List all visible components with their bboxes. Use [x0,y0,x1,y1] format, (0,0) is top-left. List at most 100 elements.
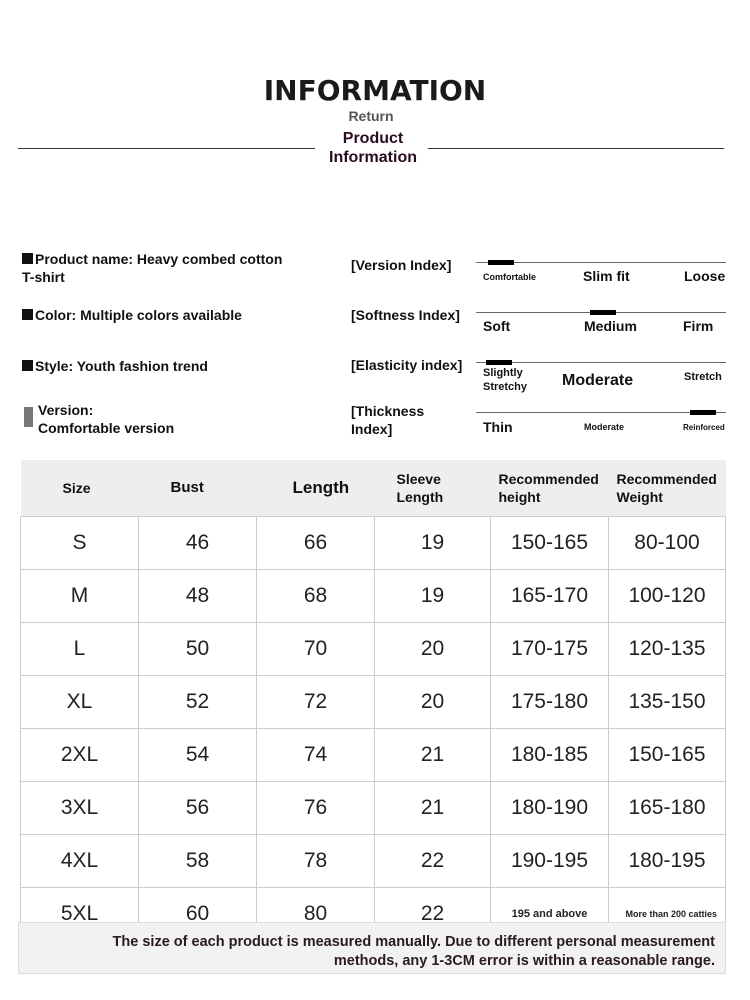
table-cell: 135-150 [608,675,726,729]
scale-label: Soft [483,318,511,334]
table-cell: L [20,622,139,676]
info-text: Style: Youth fashion trend [35,358,208,374]
table-cell: 48 [138,569,257,623]
table-cell: 100-120 [608,569,726,623]
index-name: [Thickness [351,403,425,419]
softness-index-scale [476,310,726,315]
table-cell: 2XL [20,728,139,782]
header-bust: Bust [138,460,257,517]
table-cell: 150-165 [490,516,609,570]
table-row: L 50 70 20 170-175 120-135 [20,622,726,676]
divider-left [18,148,315,149]
info-text: Product name: Heavy combed cotton [35,251,283,267]
scale-label: Stretch [684,371,722,383]
scale-label: Medium [584,318,637,334]
table-cell: 56 [138,781,257,835]
table-cell: 180-195 [608,834,726,888]
table-cell: 21 [374,781,491,835]
table-cell: 120-135 [608,622,726,676]
table-cell: 50 [138,622,257,676]
version-index-label: [Version Index] [351,257,452,273]
table-row: 3XL 56 76 21 180-190 165-180 [20,781,726,835]
table-cell: 190-195 [490,834,609,888]
table-cell: 19 [374,569,491,623]
header-sleeve: Sleeve Length [374,460,491,517]
table-cell: 170-175 [490,622,609,676]
table-cell: 165-180 [608,781,726,835]
table-cell: 58 [138,834,257,888]
info-style: Style: Youth fashion trend [22,357,208,375]
info-text: Comfortable version [38,420,175,436]
table-cell: 46 [138,516,257,570]
square-bullet-icon [22,360,33,371]
table-row: M 48 68 19 165-170 100-120 [20,569,726,623]
table-cell: 180-190 [490,781,609,835]
scale-label: Slim fit [583,268,630,284]
table-cell: S [20,516,139,570]
version-index-scale [476,260,726,265]
table-cell: 72 [256,675,375,729]
table-cell: 20 [374,675,491,729]
table-cell: 175-180 [490,675,609,729]
table-cell: 70 [256,622,375,676]
table-cell: 22 [374,834,491,888]
size-table: Size Bust Length Sleeve Length Recommend… [20,460,726,941]
table-row: 4XL 58 78 22 190-195 180-195 [20,834,726,888]
divider-right [428,148,724,149]
table-header-row: Size Bust Length Sleeve Length Recommend… [20,460,726,517]
info-text: Color: Multiple colors available [35,307,242,323]
measurement-note: The size of each product is measured man… [18,922,726,974]
square-bullet-icon [22,253,33,264]
info-product-name: Product name: Heavy combed cotton T-shirt [22,250,282,286]
scale-marker [488,260,514,265]
thickness-index-label: [Thickness Index] [351,402,424,438]
scale-label: Comfortable [483,272,537,282]
scale-marker [590,310,616,315]
bar-bullet-icon [24,407,33,427]
scale-label: Moderate [584,422,625,432]
index-name: Index] [351,421,393,437]
table-cell: XL [20,675,139,729]
info-text: Version: [38,402,94,418]
info-color: Color: Multiple colors available [22,306,242,324]
info-version: Version: Comfortable version [38,401,174,437]
header-height: Recommended height [490,460,609,517]
table-cell: 78 [256,834,375,888]
return-link[interactable]: Return [348,108,394,124]
table-cell: 20 [374,622,491,676]
scale-label: Reinforced [683,423,725,432]
elasticity-index-scale [476,360,726,365]
table-cell: 150-165 [608,728,726,782]
section-title-line1: Product [342,130,404,147]
section-title-line2: Information [329,149,417,166]
table-cell: 19 [374,516,491,570]
scale-label: Slightly Stretchy [483,367,528,393]
elasticity-index-label: [Elasticity index] [351,357,463,373]
scale-label: Thin [483,419,513,435]
header-size: Size [20,460,139,517]
table-cell: M [20,569,139,623]
scale-marker [690,410,716,415]
table-cell: 180-185 [490,728,609,782]
scale-marker [486,360,512,365]
table-row: 2XL 54 74 21 180-185 150-165 [20,728,726,782]
table-cell: 21 [374,728,491,782]
table-cell: 76 [256,781,375,835]
table-cell: 54 [138,728,257,782]
table-row: XL 52 72 20 175-180 135-150 [20,675,726,729]
note-line: The size of each product is measured man… [112,934,715,950]
table-cell: 4XL [20,834,139,888]
softness-index-label: [Softness Index] [351,307,460,323]
header-length: Length [256,460,375,517]
table-cell: 80-100 [608,516,726,570]
table-cell: 68 [256,569,375,623]
info-text: T-shirt [22,269,65,285]
thickness-index-scale [476,410,726,415]
table-cell: 165-170 [490,569,609,623]
table-cell: 52 [138,675,257,729]
table-cell: 74 [256,728,375,782]
page-title: INFORMATION [263,74,487,107]
note-line: methods, any 1-3CM error is within a rea… [333,953,715,969]
scale-label: Moderate [562,372,634,389]
